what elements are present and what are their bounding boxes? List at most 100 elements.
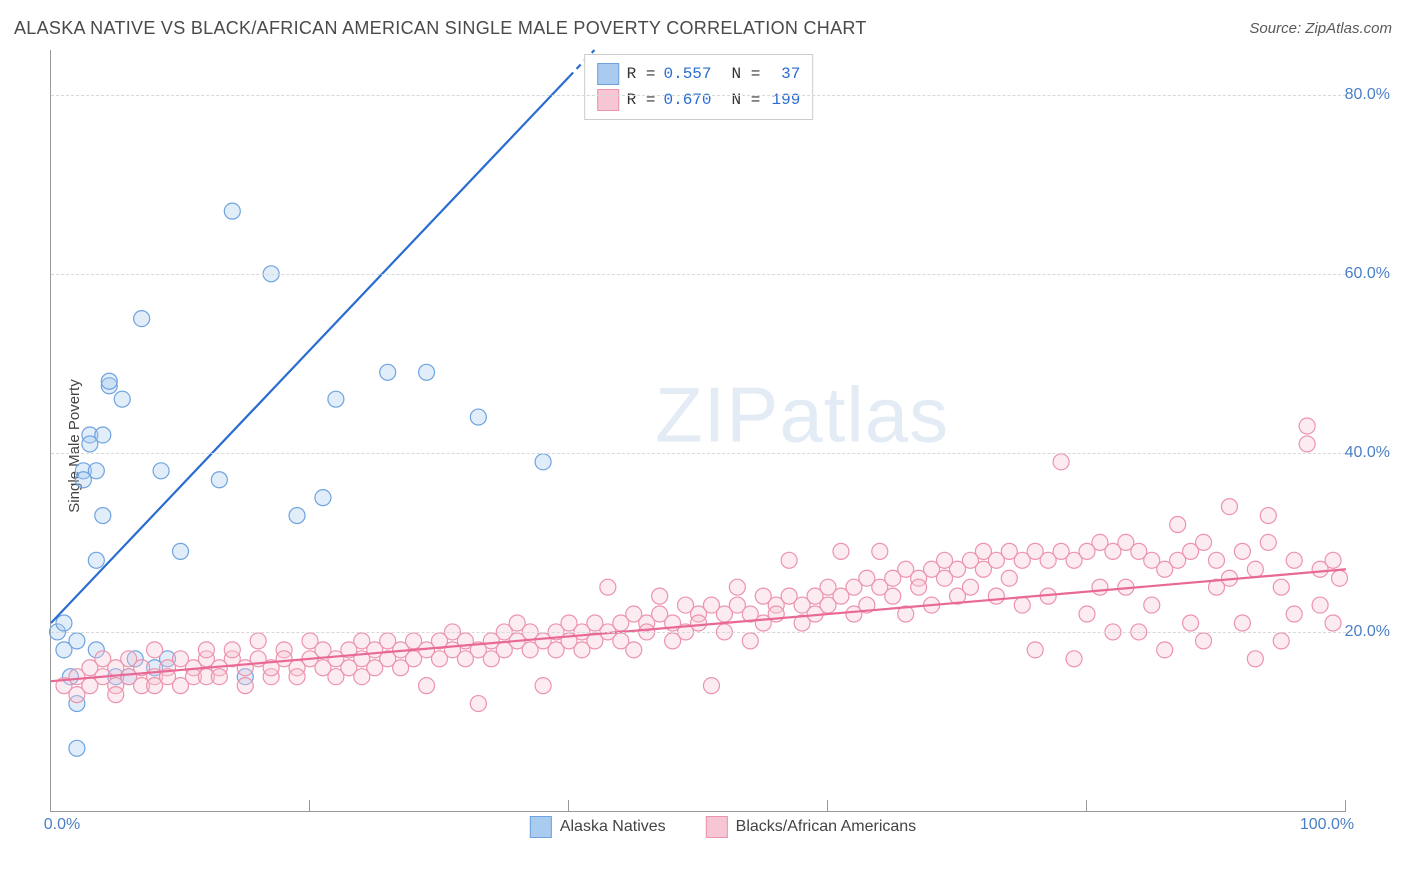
trend-line (51, 569, 1346, 681)
legend-swatch-icon (597, 89, 619, 111)
data-point (1196, 633, 1212, 649)
data-point (1260, 508, 1276, 524)
legend-item: Alaska Natives (530, 816, 666, 838)
data-point (742, 633, 758, 649)
data-point (885, 588, 901, 604)
data-point (1092, 579, 1108, 595)
data-point (108, 687, 124, 703)
x-tick (1086, 800, 1087, 812)
n-value: 37 (768, 65, 800, 83)
grid-line (51, 274, 1346, 275)
data-point (535, 678, 551, 694)
data-point (173, 543, 189, 559)
data-point (691, 615, 707, 631)
y-tick-label: 20.0% (1345, 623, 1390, 641)
source-prefix: Source: (1249, 20, 1305, 37)
data-point (1234, 543, 1250, 559)
data-point (1027, 642, 1043, 658)
data-point (328, 391, 344, 407)
trend-line (51, 77, 569, 623)
grid-line (51, 632, 1346, 633)
data-point (1209, 552, 1225, 568)
data-point (88, 552, 104, 568)
x-axis-legend: Alaska Natives Blacks/African Americans (530, 816, 916, 838)
data-point (1299, 418, 1315, 434)
data-point (114, 391, 130, 407)
data-point (911, 579, 927, 595)
data-point (872, 543, 888, 559)
data-point (147, 642, 163, 658)
data-point (289, 669, 305, 685)
n-label: N = (732, 65, 761, 83)
r-value: 0.557 (663, 65, 711, 83)
n-value: 199 (768, 91, 800, 109)
data-point (1221, 499, 1237, 515)
data-point (1014, 597, 1030, 613)
data-point (1299, 436, 1315, 452)
data-point (1196, 534, 1212, 550)
data-point (1053, 454, 1069, 470)
x-tick (568, 800, 569, 812)
data-point (211, 472, 227, 488)
data-point (626, 642, 642, 658)
r-label: R = (627, 65, 656, 83)
x-max-label: 100.0% (1300, 816, 1354, 834)
data-point (1247, 651, 1263, 667)
data-point (1286, 606, 1302, 622)
chart-container: ZIPatlas R =0.557N =37R =0.670N =199 Ala… (50, 50, 1396, 862)
data-point (1332, 570, 1348, 586)
data-point (198, 642, 214, 658)
data-point (833, 543, 849, 559)
data-point (88, 463, 104, 479)
data-point (729, 579, 745, 595)
data-point (1183, 615, 1199, 631)
grid-line (51, 453, 1346, 454)
data-point (1273, 579, 1289, 595)
data-point (1144, 597, 1160, 613)
data-point (1066, 651, 1082, 667)
data-point (962, 579, 978, 595)
data-point (1157, 642, 1173, 658)
data-point (380, 364, 396, 380)
data-point (419, 364, 435, 380)
data-point (1079, 606, 1095, 622)
legend-swatch-icon (530, 816, 552, 838)
x-tick (1345, 800, 1346, 812)
data-point (470, 696, 486, 712)
data-point (988, 588, 1004, 604)
chart-source: Source: ZipAtlas.com (1249, 20, 1392, 37)
data-point (1286, 552, 1302, 568)
legend-swatch-icon (597, 63, 619, 85)
data-point (600, 579, 616, 595)
data-point (535, 454, 551, 470)
data-point (1312, 597, 1328, 613)
data-point (1234, 615, 1250, 631)
y-tick-label: 40.0% (1345, 444, 1390, 462)
data-point (224, 642, 240, 658)
data-point (289, 508, 305, 524)
data-point (1170, 517, 1186, 533)
data-point (237, 678, 253, 694)
data-point (1260, 534, 1276, 550)
data-point (419, 678, 435, 694)
legend-label: Blacks/African Americans (736, 818, 917, 836)
data-point (1325, 615, 1341, 631)
data-point (315, 490, 331, 506)
data-point (781, 552, 797, 568)
x-tick (50, 800, 51, 812)
chart-header: ALASKA NATIVE VS BLACK/AFRICAN AMERICAN … (14, 18, 1392, 39)
grid-line (51, 95, 1346, 96)
data-point (101, 373, 117, 389)
data-point (56, 615, 72, 631)
data-point (1273, 633, 1289, 649)
chart-title: ALASKA NATIVE VS BLACK/AFRICAN AMERICAN … (14, 18, 867, 39)
x-min-label: 0.0% (44, 816, 80, 834)
data-point (652, 588, 668, 604)
data-point (95, 427, 111, 443)
legend-item: Blacks/African Americans (706, 816, 917, 838)
data-point (1325, 552, 1341, 568)
y-tick-label: 60.0% (1345, 265, 1390, 283)
data-point (69, 740, 85, 756)
data-point (224, 203, 240, 219)
n-label: N = (732, 91, 761, 109)
